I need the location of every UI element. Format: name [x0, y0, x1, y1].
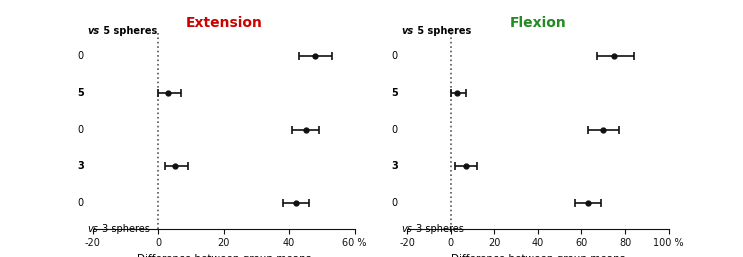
Text: 0: 0	[79, 125, 88, 135]
Text: 5 spheres: 5 spheres	[100, 26, 157, 36]
Text: vs: vs	[88, 26, 100, 36]
Text: 5 spheres: 5 spheres	[414, 26, 471, 36]
Text: 0: 0	[392, 198, 402, 208]
Text: vs: vs	[402, 224, 412, 234]
Text: 3: 3	[392, 161, 402, 171]
Text: 5: 5	[77, 88, 88, 98]
Text: 3 spheres: 3 spheres	[99, 224, 149, 234]
Text: 5: 5	[392, 88, 402, 98]
Text: 0: 0	[79, 51, 88, 61]
Text: vs: vs	[88, 224, 99, 234]
Text: 0: 0	[392, 51, 402, 61]
X-axis label: Difference between group means: Difference between group means	[137, 254, 311, 257]
X-axis label: Difference between group means: Difference between group means	[451, 254, 625, 257]
Text: vs: vs	[402, 26, 414, 36]
Title: Flexion: Flexion	[510, 16, 566, 30]
Title: Extension: Extension	[185, 16, 262, 30]
Text: 3: 3	[77, 161, 88, 171]
Text: 3 spheres: 3 spheres	[412, 224, 464, 234]
Text: 0: 0	[392, 125, 402, 135]
Text: 0: 0	[79, 198, 88, 208]
